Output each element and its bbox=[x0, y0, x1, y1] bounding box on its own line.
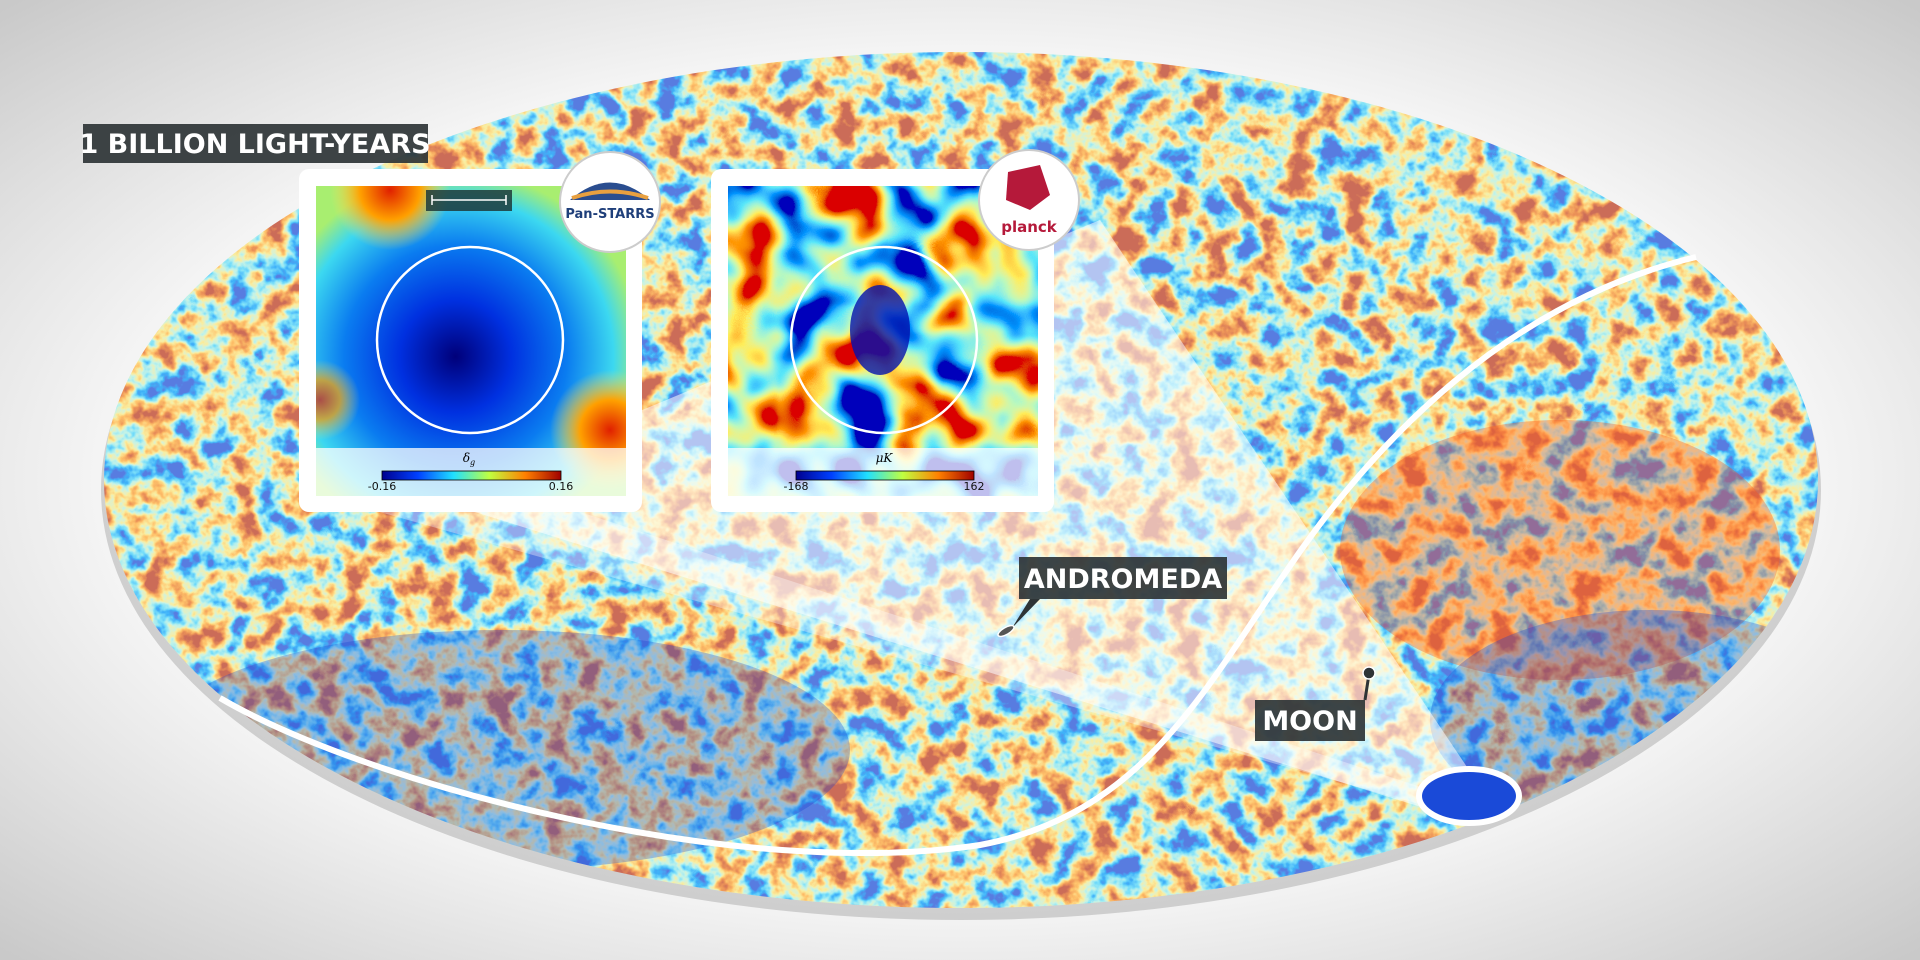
planck-map bbox=[728, 186, 1038, 496]
moon-region bbox=[1416, 766, 1522, 826]
colorbar bbox=[381, 470, 562, 481]
colorbar-label-main: δ bbox=[463, 451, 470, 465]
moon-box bbox=[1255, 700, 1365, 741]
logo-text: planck bbox=[1001, 218, 1058, 236]
colorbar bbox=[795, 470, 975, 481]
panstarrs-map bbox=[316, 186, 626, 496]
colorbar-min: -168 bbox=[784, 480, 809, 493]
logo-text: Pan-STARRS bbox=[565, 207, 654, 222]
andromeda-pointer bbox=[1012, 599, 1040, 628]
scale-bar bbox=[431, 195, 507, 205]
scale-label-box bbox=[83, 124, 428, 163]
moon-label: MOON bbox=[1262, 706, 1357, 737]
colorbar-max: 162 bbox=[964, 480, 985, 493]
scale-label: 1 BILLION LIGHT-YEARS bbox=[79, 129, 430, 160]
colorbar-label: δg bbox=[463, 451, 475, 467]
andromeda-label: ANDROMEDA bbox=[1024, 564, 1222, 595]
colorbar-max: 0.16 bbox=[549, 480, 574, 493]
colorbar-label: μK bbox=[876, 451, 894, 465]
colorbar-min: -0.16 bbox=[368, 480, 396, 493]
andromeda-marker bbox=[997, 624, 1015, 638]
beam bbox=[299, 420, 1440, 810]
void-circle bbox=[789, 245, 979, 435]
colorbar-label-subscript: g bbox=[470, 458, 475, 467]
warm-region bbox=[1340, 420, 1780, 680]
cold-spot bbox=[850, 285, 910, 375]
galactic-plane bbox=[218, 254, 1697, 856]
andromeda-box bbox=[1019, 557, 1227, 599]
moon-marker bbox=[1362, 666, 1376, 680]
logo-horizon bbox=[571, 189, 649, 200]
void-circle bbox=[375, 245, 565, 435]
hot-spot bbox=[330, 186, 450, 250]
hot-spot bbox=[316, 360, 360, 440]
panstarrs-logo bbox=[559, 151, 661, 253]
logo-satellite bbox=[1006, 165, 1050, 210]
beam bbox=[430, 220, 1469, 822]
